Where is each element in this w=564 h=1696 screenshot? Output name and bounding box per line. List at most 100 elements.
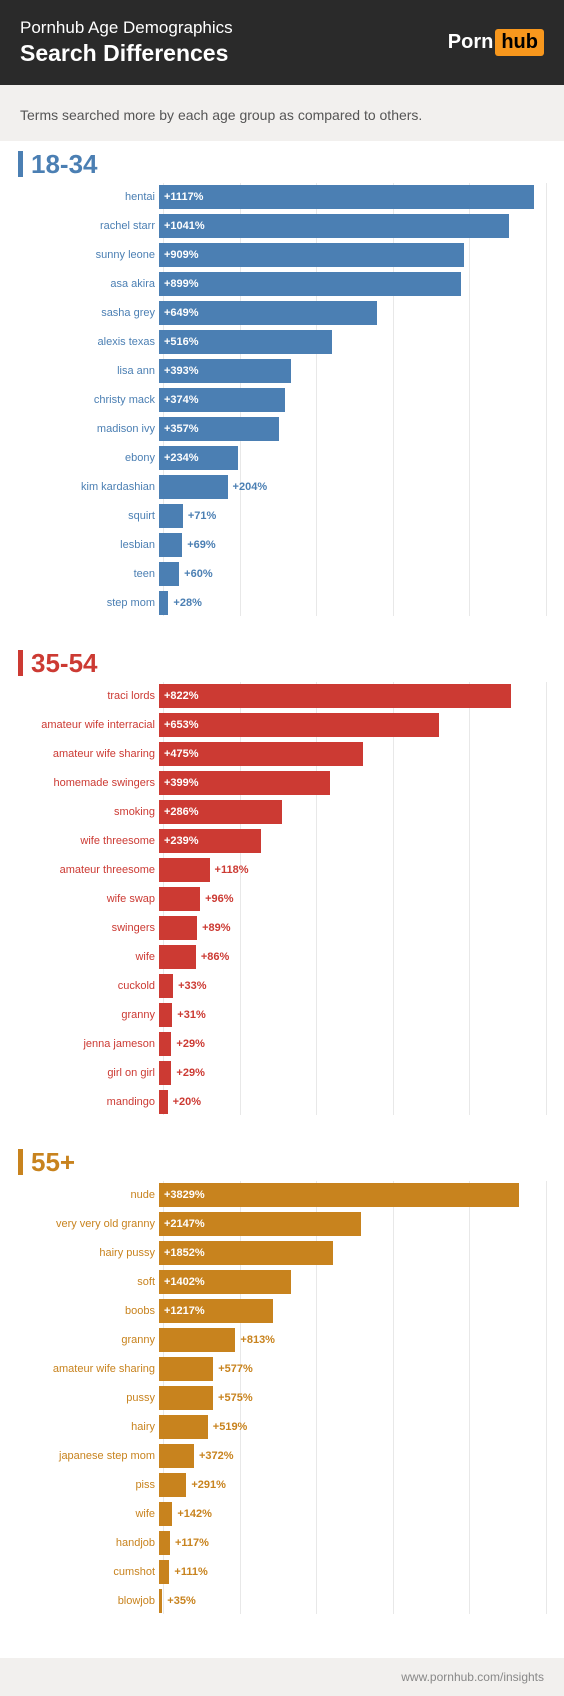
bar-value: +96% (200, 893, 233, 905)
bar-value: +909% (159, 249, 199, 261)
bar-area: +1117% (159, 183, 546, 210)
row-label: mandingo (18, 1096, 159, 1108)
bar-area: +899% (159, 270, 546, 297)
row-label: wife (18, 1508, 159, 1520)
bar-area: +29% (159, 1030, 546, 1057)
bar-area: +33% (159, 972, 546, 999)
bar-area: +475% (159, 740, 546, 767)
chart-row: jenna jameson +29% (18, 1030, 546, 1057)
bar: +813% (159, 1328, 235, 1352)
bar-value: +899% (159, 278, 199, 290)
bar-area: +234% (159, 444, 546, 471)
chart-row: handjob+117% (18, 1529, 546, 1556)
bar-area: +86% (159, 943, 546, 970)
row-label: amateur threesome (18, 864, 159, 876)
bar-value: +69% (182, 539, 215, 551)
bar-value: +393% (159, 365, 199, 377)
bar: +372% (159, 1444, 194, 1468)
chart-row: kim kardashian+204% (18, 473, 546, 500)
chart-row: madison ivy+357% (18, 415, 546, 442)
bar-area: +357% (159, 415, 546, 442)
chart-row: hairy+519% (18, 1413, 546, 1440)
bar-value: +234% (159, 452, 199, 464)
bar: +291% (159, 1473, 186, 1497)
bar-value: +33% (173, 980, 206, 992)
bar-area: +28% (159, 589, 546, 616)
chart-row: sunny leone+909% (18, 241, 546, 268)
row-label: wife (18, 951, 159, 963)
row-label: jenna jameson (18, 1038, 159, 1050)
chart-row: blowjob+35% (18, 1587, 546, 1614)
row-label: kim kardashian (18, 481, 159, 493)
bar-value: +35% (162, 1595, 195, 1607)
bar-chart: nude+3829%very very old granny+2147%hair… (18, 1181, 546, 1614)
row-label: amateur wife sharing (18, 748, 159, 760)
bar: +286% (159, 800, 282, 824)
row-label: japanese step mom (18, 1450, 159, 1462)
row-label: christy mack (18, 394, 159, 406)
bar-value: +118% (210, 864, 249, 876)
bar-value: +60% (179, 568, 212, 580)
bar-value: +3829% (159, 1189, 205, 1201)
bar-value: +239% (159, 835, 199, 847)
chart-row: girl on girl+29% (18, 1059, 546, 1086)
bar-value: +357% (159, 423, 199, 435)
bar-area: +96% (159, 885, 546, 912)
row-label: blowjob (18, 1595, 159, 1607)
row-label: hairy pussy (18, 1247, 159, 1259)
chart-row: homemade swingers+399% (18, 769, 546, 796)
row-label: sunny leone (18, 249, 159, 261)
bar-area: +286% (159, 798, 546, 825)
chart-row: hentai+1117% (18, 183, 546, 210)
bar: +393% (159, 359, 291, 383)
bar: +899% (159, 272, 461, 296)
bar-value: +1041% (159, 220, 205, 232)
bar-value: +86% (196, 951, 229, 963)
header-title: Search Differences (20, 40, 233, 67)
row-label: asa akira (18, 278, 159, 290)
bar-area: +35% (159, 1587, 546, 1614)
bar-chart: traci lords+822%amateur wife interracial… (18, 682, 546, 1115)
bar-value: +2147% (159, 1218, 205, 1230)
bar: +1041% (159, 214, 509, 238)
bar: +111% (159, 1560, 169, 1584)
row-label: girl on girl (18, 1067, 159, 1079)
bar-area: +71% (159, 502, 546, 529)
bar: +239% (159, 829, 261, 853)
bar-area: +204% (159, 473, 546, 500)
bar: +89% (159, 916, 197, 940)
bar: +374% (159, 388, 285, 412)
bar: +1117% (159, 185, 534, 209)
bar: +33% (159, 974, 173, 998)
bar: +1217% (159, 1299, 273, 1323)
bar: +909% (159, 243, 464, 267)
bar: +20% (159, 1090, 168, 1114)
chart-row: asa akira+899% (18, 270, 546, 297)
bar: +117% (159, 1531, 170, 1555)
bar-area: +60% (159, 560, 546, 587)
bar: +69% (159, 533, 182, 557)
gridline (546, 682, 547, 1115)
bar: +86% (159, 945, 196, 969)
intro-text: Terms searched more by each age group as… (0, 85, 564, 141)
bar: +31% (159, 1003, 172, 1027)
bar: +29% (159, 1061, 171, 1085)
bar-value: +516% (159, 336, 199, 348)
row-label: cuckold (18, 980, 159, 992)
chart-row: amateur wife sharing+475% (18, 740, 546, 767)
age-label: 35-54 (18, 650, 546, 676)
row-label: handjob (18, 1537, 159, 1549)
bar-area: +575% (159, 1384, 546, 1411)
chart-row: traci lords+822% (18, 682, 546, 709)
chart-row: very very old granny+2147% (18, 1210, 546, 1237)
row-label: sasha grey (18, 307, 159, 319)
row-label: squirt (18, 510, 159, 522)
chart-row: granny+31% (18, 1001, 546, 1028)
gridline (546, 183, 547, 616)
bar-value: +291% (186, 1479, 226, 1491)
chart-row: wife swap +96% (18, 885, 546, 912)
bar-value: +29% (171, 1038, 204, 1050)
bar-value: +117% (170, 1537, 209, 1549)
row-label: teen (18, 568, 159, 580)
row-label: wife swap (18, 893, 159, 905)
